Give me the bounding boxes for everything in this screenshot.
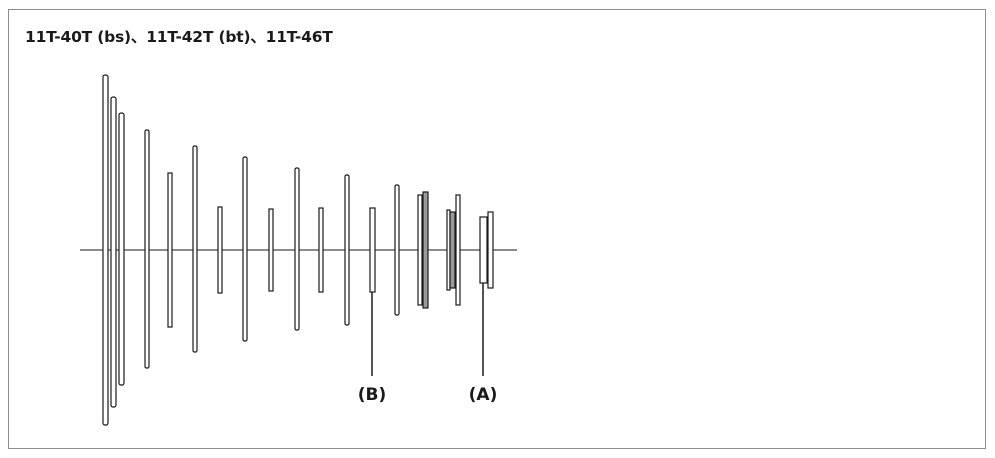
sprocket-15-front: [417, 194, 423, 306]
sprocket-10: [294, 167, 300, 331]
sprocket-14: [394, 184, 400, 316]
sprocket-11: [318, 207, 324, 293]
sprocket-3: [118, 112, 125, 386]
sprocket-16: [449, 211, 456, 289]
sprocket-9: [268, 208, 274, 292]
sprocket-17: [479, 216, 488, 284]
sprocket-4: [144, 129, 150, 369]
sprocket-5: [167, 172, 173, 328]
sprocket-15: [422, 191, 429, 309]
sprocket-7: [217, 206, 223, 294]
figure-title: 11T-40T (bs)、11T-42T (bt)、11T-46T: [25, 28, 333, 46]
sprocket-16-back: [455, 194, 461, 306]
sprocket-6: [192, 145, 198, 353]
sprocket-8: [242, 156, 248, 342]
callout-a-label: (A): [469, 385, 498, 405]
sprocket-18: [487, 211, 494, 289]
callout-b-label: (B): [358, 385, 387, 405]
sprocket-13: [369, 207, 376, 293]
sprocket-2: [110, 96, 117, 408]
sprocket-12: [344, 174, 350, 326]
sprocket-1: [102, 74, 109, 426]
